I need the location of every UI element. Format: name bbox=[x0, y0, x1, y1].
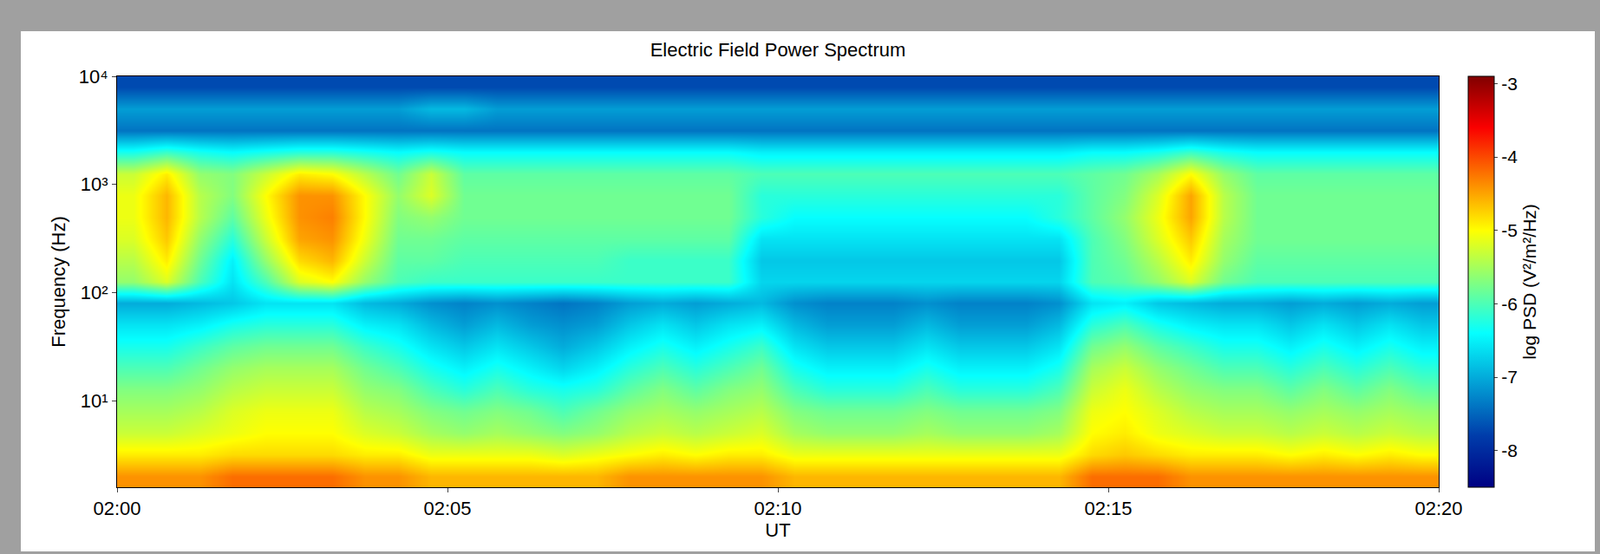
svg-text:10¹: 10¹ bbox=[80, 390, 109, 412]
svg-text:10²: 10² bbox=[80, 281, 109, 304]
svg-text:-5: -5 bbox=[1501, 220, 1518, 241]
svg-text:-3: -3 bbox=[1501, 73, 1518, 94]
svg-text:UT: UT bbox=[764, 519, 791, 542]
svg-text:02:15: 02:15 bbox=[1084, 497, 1132, 520]
svg-text:02:20: 02:20 bbox=[1414, 497, 1463, 520]
svg-text:Frequency (Hz): Frequency (Hz) bbox=[47, 215, 70, 348]
svg-text:-6: -6 bbox=[1501, 293, 1518, 314]
svg-text:10⁴: 10⁴ bbox=[78, 65, 109, 88]
svg-text:10³: 10³ bbox=[80, 173, 109, 196]
svg-text:Electric Field Power Spectrum: Electric Field Power Spectrum bbox=[650, 39, 907, 61]
svg-text:02:10: 02:10 bbox=[753, 497, 802, 520]
svg-text:02:00: 02:00 bbox=[92, 497, 141, 520]
svg-text:02:05: 02:05 bbox=[423, 497, 471, 520]
svg-text:-8: -8 bbox=[1501, 440, 1518, 461]
svg-text:-4: -4 bbox=[1501, 146, 1518, 167]
svg-text:log PSD (V²/m²/Hz): log PSD (V²/m²/Hz) bbox=[1519, 203, 1540, 360]
svg-text:-7: -7 bbox=[1501, 366, 1518, 387]
